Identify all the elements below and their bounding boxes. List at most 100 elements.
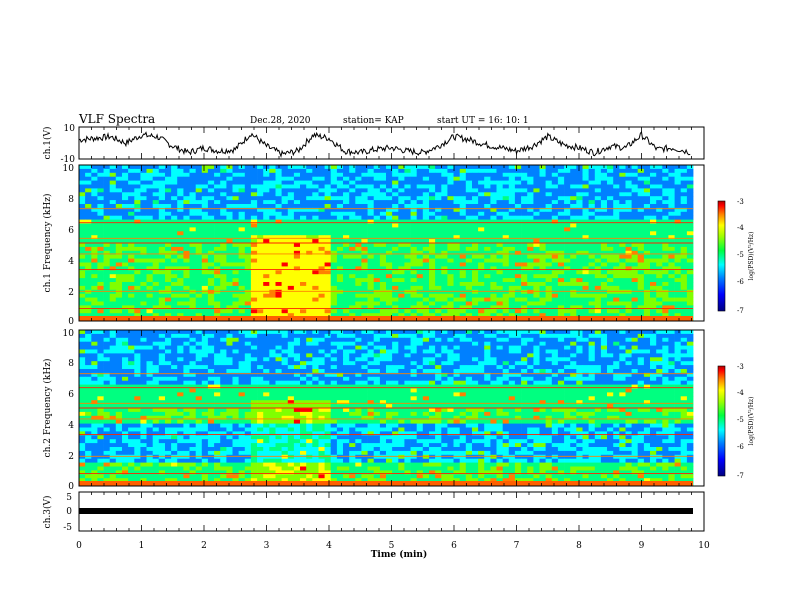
spectrogram-cell	[447, 333, 454, 339]
spectrogram-cell	[686, 297, 694, 302]
spectrogram-cell	[201, 274, 209, 279]
spectrogram-cell	[594, 353, 602, 358]
spectrogram-cell	[207, 313, 215, 318]
spectrogram-cell	[570, 227, 577, 232]
spectrogram-cell	[79, 313, 86, 318]
spectrogram-cell	[355, 235, 362, 240]
spectrogram-cell	[146, 262, 153, 267]
spectrogram-cell	[662, 357, 669, 362]
spectrogram-cell	[324, 289, 332, 295]
spectrogram-cell	[361, 270, 368, 275]
spectrogram-cell	[545, 176, 553, 181]
spectrogram-cell	[435, 200, 442, 205]
spectrogram-cell	[631, 309, 639, 314]
spectrogram-cell	[416, 219, 424, 224]
spectrogram-cell	[287, 301, 295, 306]
spectrogram-cell	[459, 285, 467, 291]
spectrogram-cell	[232, 349, 239, 354]
spectrogram-cell	[564, 313, 571, 318]
spectrogram-cell	[564, 188, 571, 193]
spectrogram-cell	[619, 196, 626, 201]
spectrogram-cell	[287, 219, 295, 224]
spectrogram-cell	[619, 353, 626, 358]
spectrogram-cell	[109, 219, 117, 224]
spectrogram-cell	[300, 165, 307, 170]
spectrogram-cell	[220, 176, 227, 181]
spectrogram-cell	[410, 282, 418, 287]
spectrogram-cell	[594, 192, 602, 197]
spectrogram-cell	[214, 274, 221, 279]
spectrogram-cell	[207, 200, 215, 205]
spectrogram-cell	[582, 337, 589, 343]
spectrogram-cell	[275, 180, 282, 185]
spectrogram-cell	[134, 168, 141, 174]
spectrogram-cell	[195, 333, 203, 339]
spectrogram-cell	[662, 333, 669, 339]
spectrogram-cell	[128, 274, 135, 279]
spectrogram-cell	[250, 223, 258, 228]
spectrogram-cell	[416, 333, 424, 339]
spectrogram-cell	[429, 274, 436, 279]
spectrogram-cell	[361, 243, 368, 248]
spectrogram-cell	[312, 305, 319, 310]
spectrogram-cell	[293, 262, 301, 267]
spectrogram-cell	[459, 258, 467, 263]
spectrogram-cell	[275, 223, 282, 228]
spectrogram-cell	[85, 357, 92, 362]
spectrogram-cell	[79, 266, 86, 271]
spectrogram-cell	[539, 246, 546, 252]
spectrogram-cell	[201, 207, 209, 213]
spectrogram-cell	[250, 353, 258, 358]
spectrogram-cell	[508, 207, 516, 213]
spectrogram-cell	[508, 184, 516, 189]
spectrogram-cell	[508, 219, 516, 224]
spectrogram-cell	[79, 357, 86, 362]
spectrogram-cell	[686, 207, 694, 213]
spectrogram-cell	[637, 250, 645, 256]
spectrogram-cell	[398, 305, 405, 310]
spectrogram-cell	[392, 305, 399, 310]
spectrogram-cell	[392, 204, 399, 209]
spectrogram-cell	[293, 258, 301, 263]
spectrogram-cell	[300, 250, 307, 256]
spectrogram-cell	[453, 235, 460, 240]
spectrogram-cell	[177, 223, 184, 228]
spectrogram-cell	[600, 278, 608, 283]
spectrogram-cell	[459, 200, 467, 205]
spectrogram-cell	[183, 313, 190, 318]
spectrogram-cell	[91, 297, 98, 302]
spectrogram-cell	[306, 330, 313, 335]
spectrogram-cell	[306, 243, 313, 248]
spectrogram-cell	[545, 262, 553, 267]
spectrogram-cell	[398, 282, 405, 287]
spectrogram-cell	[429, 223, 436, 228]
spectrogram-cell	[576, 204, 583, 209]
spectrogram-cell	[109, 289, 117, 295]
spectrogram-cell	[570, 235, 577, 240]
spectrogram-cell	[201, 215, 209, 220]
spectrogram-cell	[115, 176, 123, 181]
spectrogram-cell	[244, 231, 252, 236]
spectrogram-cell	[521, 207, 528, 213]
spectrogram-cell	[514, 200, 522, 205]
spectrogram-cell	[650, 165, 657, 170]
spectrogram-cell	[165, 270, 172, 275]
spectrogram-cell	[152, 184, 160, 189]
spectrogram-cell	[398, 227, 405, 232]
spectrogram-cell	[207, 333, 215, 339]
spectrogram-cell	[539, 231, 546, 236]
spectrogram-cell	[85, 289, 92, 295]
spectrogram-cell	[594, 231, 602, 236]
spectrogram-cell	[275, 353, 282, 358]
spectrogram-cell	[355, 176, 362, 181]
spectrogram-cell	[122, 196, 129, 201]
spectrogram-cell	[386, 258, 393, 263]
spectrogram-cell	[625, 204, 632, 209]
spectrogram-cell	[625, 254, 632, 259]
spectrogram-cell	[514, 211, 522, 217]
spectrogram-cell	[232, 192, 239, 197]
spectrogram-cell	[373, 333, 381, 339]
spectrogram-cell	[238, 196, 246, 201]
spectrogram-cell	[232, 305, 239, 310]
spectrogram-cell	[201, 285, 209, 291]
